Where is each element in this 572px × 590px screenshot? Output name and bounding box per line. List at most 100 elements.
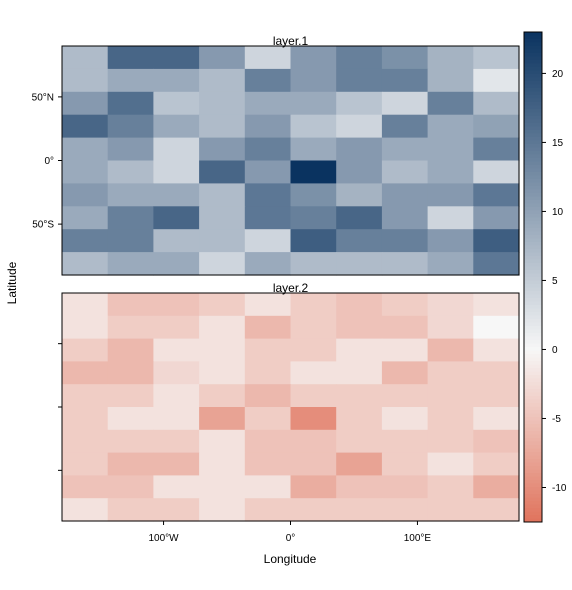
heatmap-cell xyxy=(473,68,520,93)
colorbar-band xyxy=(524,46,542,50)
heatmap-cell xyxy=(153,407,200,431)
heatmap-cell xyxy=(153,91,200,116)
heatmap-cell xyxy=(62,206,109,230)
heatmap-cell xyxy=(336,229,383,253)
heatmap-cell xyxy=(336,338,383,362)
colorbar-band xyxy=(524,315,542,320)
heatmap-cell xyxy=(381,252,429,276)
heatmap-cell xyxy=(336,46,383,70)
heatmap-cell xyxy=(107,429,154,454)
heatmap-cell xyxy=(199,429,246,454)
colorbar-band xyxy=(524,81,542,85)
heatmap-cell xyxy=(473,206,520,230)
heatmap-cell xyxy=(336,137,383,162)
colorbar-band xyxy=(524,259,542,264)
colorbar-band xyxy=(524,224,542,229)
y-tick-label: 50°S xyxy=(32,220,54,231)
heatmap-cell xyxy=(153,293,200,317)
heatmap-cell xyxy=(427,498,474,522)
colorbar-band xyxy=(524,308,542,313)
colorbar-band xyxy=(524,455,542,460)
heatmap-cell xyxy=(244,229,292,253)
colorbar-band xyxy=(524,49,542,54)
colorbar-band xyxy=(524,102,542,106)
colorbar-band xyxy=(524,375,542,379)
colorbar-band xyxy=(524,193,542,197)
heatmap-cell xyxy=(62,315,109,340)
heatmap-cell xyxy=(473,361,520,385)
colorbar-band xyxy=(524,357,542,362)
heatmap-cell xyxy=(290,315,337,340)
heatmap-cell xyxy=(381,452,429,476)
colorbar-band xyxy=(524,417,542,421)
heatmap-cell xyxy=(153,229,200,253)
colorbar-band xyxy=(524,137,542,141)
panel-1: layer.1 xyxy=(61,34,520,276)
colorbar: -10 -5 0 5 10 15 20 xyxy=(523,31,567,523)
heatmap-cell xyxy=(381,498,429,522)
colorbar-band xyxy=(524,175,542,180)
colorbar-band xyxy=(524,497,542,502)
x-axis-title: Longitude xyxy=(264,552,317,566)
heatmap-cell xyxy=(427,160,474,184)
heatmap-cell xyxy=(473,91,520,116)
heatmap-cell xyxy=(199,293,246,317)
colorbar-band xyxy=(524,77,542,82)
colorbar-band xyxy=(524,445,542,449)
heatmap-cell xyxy=(62,91,109,116)
colorbar-band xyxy=(524,214,542,218)
heatmap-cell xyxy=(290,114,337,139)
heatmap-cell xyxy=(381,160,429,184)
heatmap-cell xyxy=(336,68,383,93)
colorbar-band xyxy=(524,305,542,309)
heatmap-cell xyxy=(290,137,337,162)
heatmap-cell xyxy=(336,384,383,408)
heatmap-cell xyxy=(62,452,109,476)
heatmap-cell xyxy=(199,407,246,431)
colorbar-band xyxy=(524,312,542,316)
heatmap-cell xyxy=(199,206,246,230)
colorbar-band xyxy=(524,53,542,57)
heatmap-cell xyxy=(473,114,520,139)
colorbar-band xyxy=(524,494,542,498)
heatmap-cell xyxy=(290,46,337,70)
colorbar-band xyxy=(524,473,542,477)
heatmap-cell xyxy=(381,407,429,431)
colorbar-band xyxy=(524,119,542,124)
heatmap-cell xyxy=(290,361,337,385)
heatmap-cell xyxy=(336,252,383,276)
heatmap-cell xyxy=(153,452,200,476)
colorbar-band xyxy=(524,172,542,176)
heatmap-cell xyxy=(290,338,337,362)
colorbar-band xyxy=(524,245,542,250)
heatmap-cell xyxy=(62,429,109,454)
colorbar-band xyxy=(524,158,542,162)
heatmap-cell xyxy=(153,252,200,276)
colorbar-band xyxy=(524,340,542,344)
colorbar-band xyxy=(524,84,542,89)
heatmap-cell xyxy=(62,361,109,385)
colorbar-band xyxy=(524,88,542,92)
colorbar-tick-label: -10 xyxy=(552,483,567,494)
heatmap-cell xyxy=(153,315,200,340)
heatmap-cell xyxy=(473,229,520,253)
heatmap-cell xyxy=(199,229,246,253)
x-tick-label: 0° xyxy=(286,533,296,544)
colorbar-band xyxy=(524,266,542,271)
panel-title: layer.2 xyxy=(273,281,309,295)
colorbar-tick-label: 10 xyxy=(552,207,564,218)
heatmap-cell xyxy=(290,498,337,522)
colorbar-band xyxy=(524,501,542,505)
heatmap-cell xyxy=(153,475,200,499)
heatmap-cell xyxy=(473,46,520,70)
heatmap-cell xyxy=(107,229,154,253)
heatmap-cell xyxy=(290,407,337,431)
heatmap-cell xyxy=(62,338,109,362)
heatmap-cell xyxy=(336,160,383,184)
heatmap-cell xyxy=(62,293,109,317)
heatmap-cell xyxy=(336,475,383,499)
colorbar-band xyxy=(524,242,542,246)
colorbar-band xyxy=(524,389,542,393)
heatmap-cell xyxy=(62,475,109,499)
heatmap-cell xyxy=(107,137,154,162)
